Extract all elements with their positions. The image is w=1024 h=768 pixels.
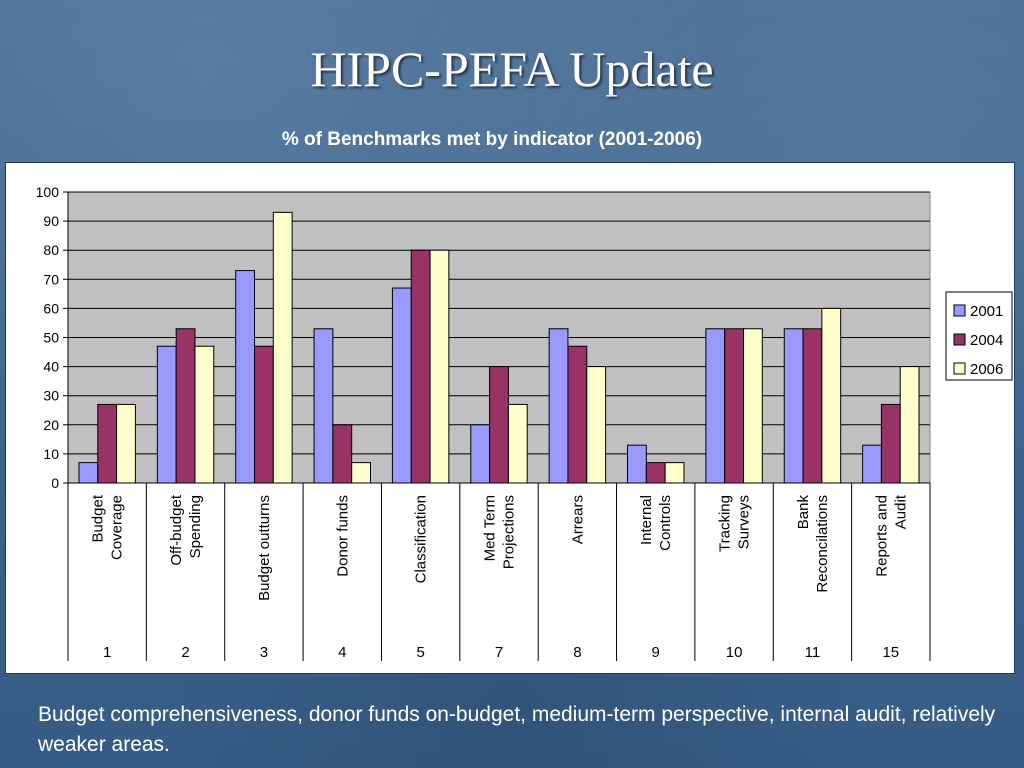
bar-2006-1 xyxy=(116,403,136,484)
bar-2006-15 xyxy=(899,366,920,484)
category-label: Controls xyxy=(657,495,674,551)
category-number: 4 xyxy=(338,644,346,661)
legend-swatch-2004 xyxy=(953,333,966,346)
category-label: Coverage xyxy=(109,495,126,560)
bar-2006-3 xyxy=(272,211,293,484)
category-label: Audit xyxy=(892,494,909,529)
category-number: 11 xyxy=(805,644,821,661)
bar-2004-5 xyxy=(410,249,431,484)
y-tick-label: 60 xyxy=(43,300,59,316)
bar-2001-7 xyxy=(470,424,491,484)
bar-2004-9 xyxy=(645,462,666,484)
category-label: Donor funds xyxy=(334,495,351,577)
category-number: 10 xyxy=(726,644,743,661)
bar-2001-8 xyxy=(548,328,569,484)
y-tick-label: 10 xyxy=(43,446,59,462)
bar-2001-3 xyxy=(235,270,256,484)
category-number: 9 xyxy=(652,644,660,661)
category-label: Off-budget xyxy=(168,494,185,565)
bar-2004-10 xyxy=(724,328,744,484)
bar-2001-10 xyxy=(705,328,726,484)
y-tick-label: 40 xyxy=(43,359,59,375)
category-number: 1 xyxy=(103,644,111,661)
bar-2006-7 xyxy=(507,403,528,484)
y-tick-label: 80 xyxy=(43,242,59,258)
bar-2004-3 xyxy=(254,345,274,484)
bar-2001-11 xyxy=(783,328,804,484)
y-tick-label: 20 xyxy=(43,417,59,433)
category-number: 7 xyxy=(495,644,503,661)
bar-2001-4 xyxy=(313,328,334,484)
bar-chart: 0 10 20 30 40 50 60 70 80 90 100 Budget Coverage 1 Off… xyxy=(36,184,1013,661)
bar-2004-2 xyxy=(175,328,196,484)
bar-2006-10 xyxy=(742,328,763,484)
legend-swatch-2006 xyxy=(953,362,966,375)
category-label: Internal xyxy=(638,495,655,545)
chart-title: % of Benchmarks met by indicator (2001-2… xyxy=(281,129,703,150)
y-tick-label: 0 xyxy=(51,475,59,491)
y-tick-label: 50 xyxy=(43,330,59,346)
slide-title: HIPC-PEFA Update xyxy=(310,41,714,97)
category-label: Arrears xyxy=(569,495,586,544)
bar-2001-1 xyxy=(78,462,99,484)
bar-2006-5 xyxy=(429,249,450,484)
bar-2004-11 xyxy=(802,328,823,484)
bar-2004-7 xyxy=(489,366,509,484)
legend-label-2001: 2001 xyxy=(970,303,1003,320)
category-label: Surveys xyxy=(736,495,753,549)
bar-2006-8 xyxy=(586,366,607,484)
bar-2006-4 xyxy=(351,462,371,484)
category-label: Spending xyxy=(187,495,204,558)
category-label: Projections xyxy=(501,495,518,569)
bar-2004-15 xyxy=(880,403,901,484)
legend-label-2006: 2006 xyxy=(970,361,1003,378)
category-label: Classification xyxy=(413,495,430,583)
bar-2004-4 xyxy=(332,424,353,484)
bar-2006-2 xyxy=(194,345,215,484)
bar-2001-9 xyxy=(627,444,647,484)
bar-2006-9 xyxy=(664,462,685,484)
category-number: 3 xyxy=(260,644,268,661)
bar-2001-2 xyxy=(156,345,177,484)
category-label: Bank xyxy=(795,495,812,530)
bar-2004-8 xyxy=(567,345,588,484)
y-tick-label: 30 xyxy=(43,388,59,404)
category-number: 2 xyxy=(181,644,189,661)
y-tick-label: 90 xyxy=(43,213,59,229)
category-label: Med Term xyxy=(482,495,499,561)
category-number: 15 xyxy=(882,644,899,661)
category-label: Reconcilations xyxy=(814,495,831,593)
category-number: 5 xyxy=(416,644,424,661)
y-tick-label: 100 xyxy=(36,184,60,200)
legend-label-2004: 2004 xyxy=(970,332,1003,349)
y-tick-label: 70 xyxy=(43,271,59,287)
bar-2006-11 xyxy=(821,307,842,484)
bar-2004-1 xyxy=(97,403,118,484)
bar-2001-15 xyxy=(862,444,882,484)
category-label: Budget xyxy=(90,494,107,542)
category-label: Tracking xyxy=(717,495,734,552)
category-label: Reports and xyxy=(873,495,890,577)
category-number: 8 xyxy=(573,644,581,661)
slide-footnote: Budget comprehensiveness, donor funds on… xyxy=(38,703,996,756)
category-label: Budget outturns xyxy=(256,495,273,601)
bar-2001-5 xyxy=(391,287,412,484)
legend-swatch-2001 xyxy=(953,304,966,317)
chart-panel: 0 10 20 30 40 50 60 70 80 90 100 Budget Coverage 1 Off… xyxy=(5,162,1015,674)
